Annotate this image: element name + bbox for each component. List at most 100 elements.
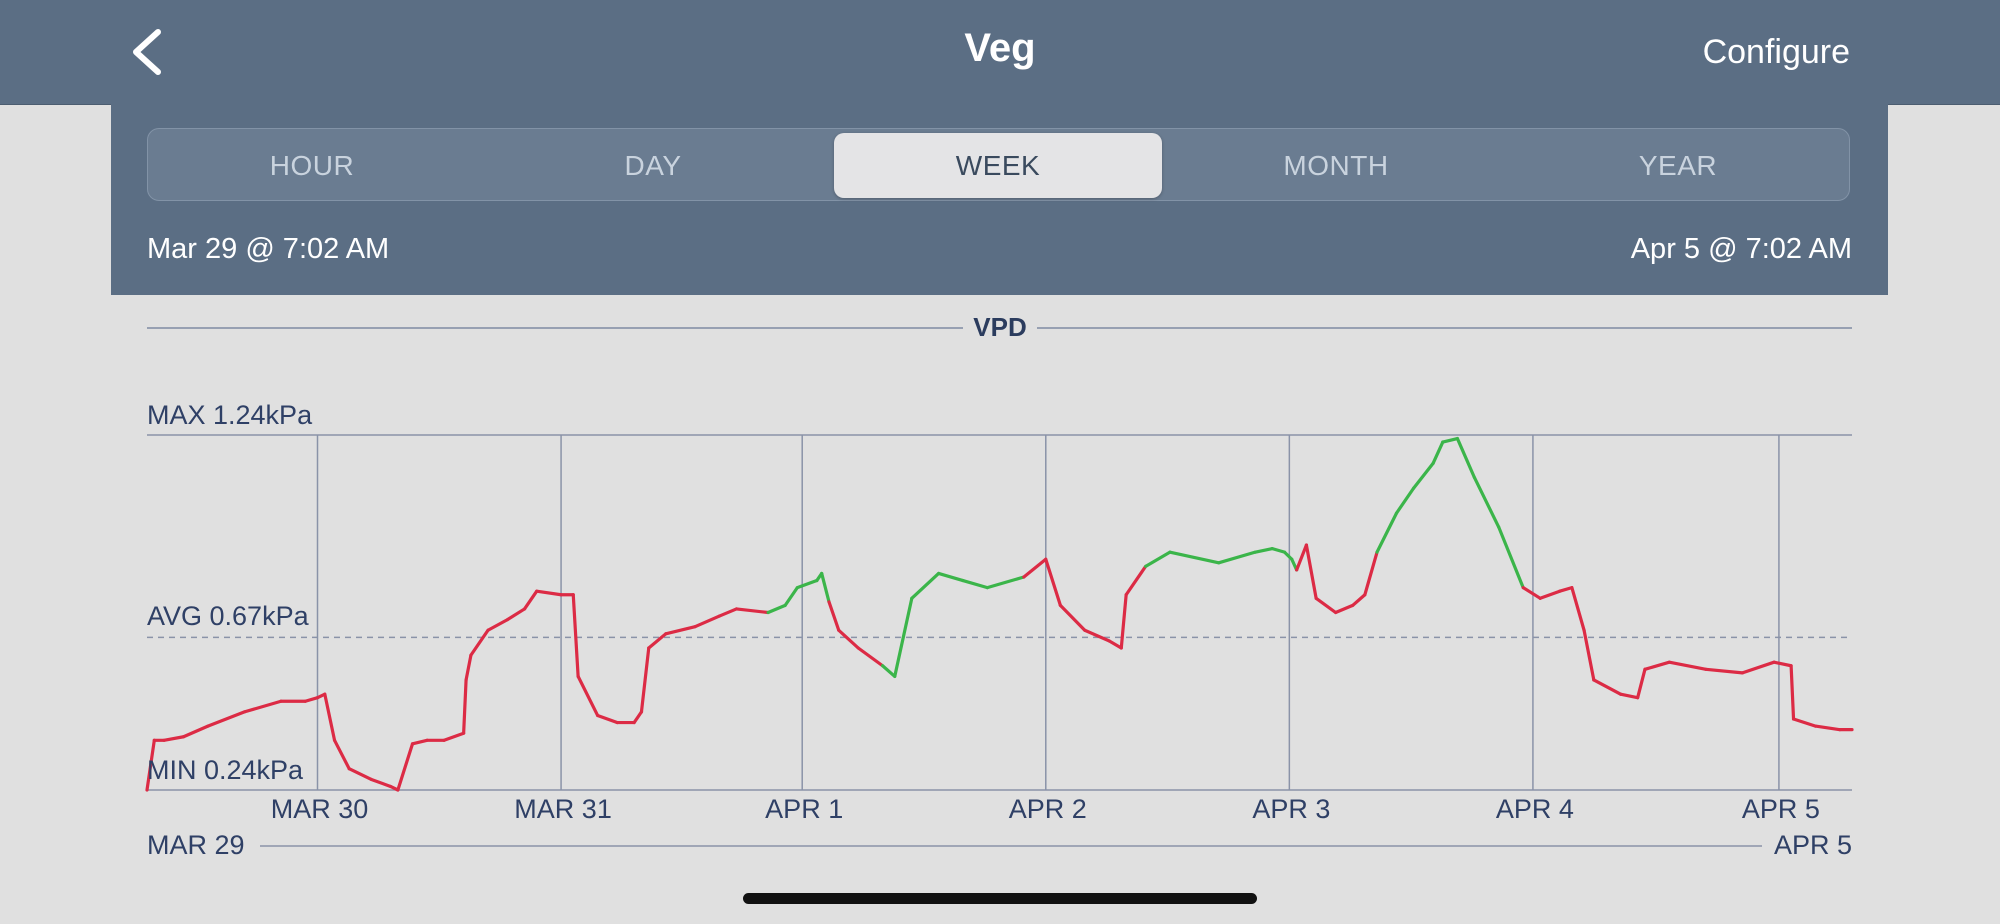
vpd-line-segment: [1044, 557, 1062, 608]
vpd-line-segment: [442, 731, 466, 742]
vpd-line-segment: [1636, 667, 1647, 700]
x-tick-label: APR 5: [1742, 794, 1820, 824]
vpd-line-segment: [1497, 525, 1525, 590]
segment-hour[interactable]: HOUR: [269, 149, 355, 181]
vpd-line-segment: [1375, 511, 1399, 554]
vpd-line-segment: [1144, 550, 1172, 568]
vpd-line-segment: [856, 646, 885, 668]
vpd-line-segment: [303, 696, 320, 703]
vpd-line-segment: [985, 575, 1026, 590]
vpd-line-segment: [1643, 660, 1671, 671]
vpd-line-segment: [1314, 596, 1338, 615]
vpd-line-segment: [1472, 476, 1501, 529]
vpd-line-segment: [664, 625, 697, 636]
vpd-line-segment: [937, 571, 965, 583]
vpd-line-segment: [462, 678, 468, 735]
vpd-line-segment: [206, 710, 247, 728]
home-indicator: [743, 893, 1257, 904]
vpd-line-segment: [1772, 660, 1793, 668]
vpd-line-segment: [181, 724, 210, 739]
vpd-line-segment: [1304, 543, 1318, 600]
vpd-line-segment: [693, 614, 721, 629]
vpd-line-segment: [632, 710, 644, 725]
x-tick-label: APR 3: [1252, 794, 1330, 824]
vpd-line-segment: [1363, 550, 1379, 597]
segment-week[interactable]: WEEK: [834, 133, 1162, 198]
min-label: MIN 0.24kPa: [147, 755, 304, 785]
vpd-line-segment: [783, 586, 799, 608]
vpd-line-segment: [1740, 660, 1776, 675]
vpd-line-segment: [1582, 628, 1596, 682]
time-range-selector: HOUR DAY WEEK MONTH YEAR: [147, 128, 1850, 201]
vpd-line-segment: [647, 632, 668, 650]
vpd-line-segment: [410, 738, 429, 746]
vpd-line-segment: [1022, 557, 1048, 579]
vpd-line-segment: [535, 589, 563, 597]
segment-year[interactable]: YEAR: [1638, 149, 1718, 181]
segment-day[interactable]: DAY: [624, 149, 682, 181]
x-tick-label: APR 4: [1496, 794, 1574, 824]
vpd-line-segment: [880, 664, 897, 679]
x-tick-label: MAR 30: [271, 794, 369, 824]
vpd-line-segment: [1058, 603, 1087, 632]
vpd-line-segment: [469, 628, 490, 657]
vpd-line-segment: [1083, 628, 1111, 643]
vpd-line-segment: [162, 735, 186, 742]
vpd-line-segment: [1704, 667, 1744, 675]
range-start-label: Mar 29 @ 7:02 AM: [147, 233, 390, 265]
vpd-line-segment: [1351, 593, 1367, 608]
chart-title: VPD: [963, 312, 1037, 342]
vpd-line-segment: [1282, 550, 1294, 561]
vpd-line-segment: [1431, 440, 1445, 465]
vpd-line-segment: [795, 578, 819, 590]
vpd-line-segment: [1107, 639, 1123, 650]
vpd-line-segment: [893, 596, 914, 679]
vpd-line-segment: [1217, 550, 1257, 565]
vpd-line-segment: [820, 571, 831, 604]
vpd-line-segment: [1270, 546, 1287, 554]
range-end-tick: APR 5: [1774, 830, 1852, 860]
vpd-line-segment: [1558, 586, 1574, 593]
x-tick-label: MAR 31: [514, 794, 612, 824]
x-tick-label: APR 2: [1009, 794, 1087, 824]
vpd-line-segment: [827, 600, 841, 632]
vpd-line-segment: [486, 617, 510, 632]
vpd-line-segment: [1570, 586, 1586, 632]
segment-month[interactable]: MONTH: [1283, 149, 1389, 181]
vpd-line-segment: [1521, 586, 1542, 600]
vpd-line-segment: [1119, 593, 1128, 650]
vpd-line-segment: [323, 692, 337, 742]
vpd-line-segment: [1592, 678, 1623, 696]
back-button[interactable]: [118, 22, 178, 82]
vpd-line-segment: [837, 628, 860, 650]
vpd-line-segment: [505, 607, 527, 622]
vpd-line-segment: [1411, 461, 1435, 490]
vpd-line-segment: [332, 738, 351, 771]
vpd-line-segment: [522, 589, 539, 611]
vpd-line-segment: [1168, 550, 1221, 565]
avg-label: AVG 0.67kPa: [147, 601, 310, 631]
vpd-line-segment: [369, 777, 393, 789]
configure-button[interactable]: Configure: [1702, 33, 1850, 71]
vpd-line-segment: [576, 674, 600, 718]
vpd-line-segment: [396, 742, 415, 792]
vpd-line-segment: [1455, 436, 1477, 480]
vpd-line-segment: [910, 571, 941, 600]
vpd-line-segment: [464, 653, 473, 682]
range-end-label: Apr 5 @ 7:02 AM: [1630, 233, 1852, 265]
vpd-line-segment: [766, 603, 787, 615]
vpd-line-segment: [1253, 546, 1274, 554]
vpd-line-segment: [145, 738, 156, 792]
vpd-line-segment: [639, 646, 651, 714]
vpd-line-segment: [1538, 589, 1562, 600]
vpd-line-segment: [1789, 664, 1796, 721]
max-label: MAX 1.24kPa: [147, 400, 313, 430]
vpd-line-segment: [347, 767, 373, 781]
vpd-line-segment: [717, 607, 739, 618]
vpd-line-segment: [1334, 603, 1355, 615]
vpd-line-segment: [571, 593, 580, 679]
vpd-line-segment: [1394, 486, 1416, 515]
chevron-left-icon: [133, 29, 161, 75]
vpd-line-segment: [1124, 564, 1148, 597]
